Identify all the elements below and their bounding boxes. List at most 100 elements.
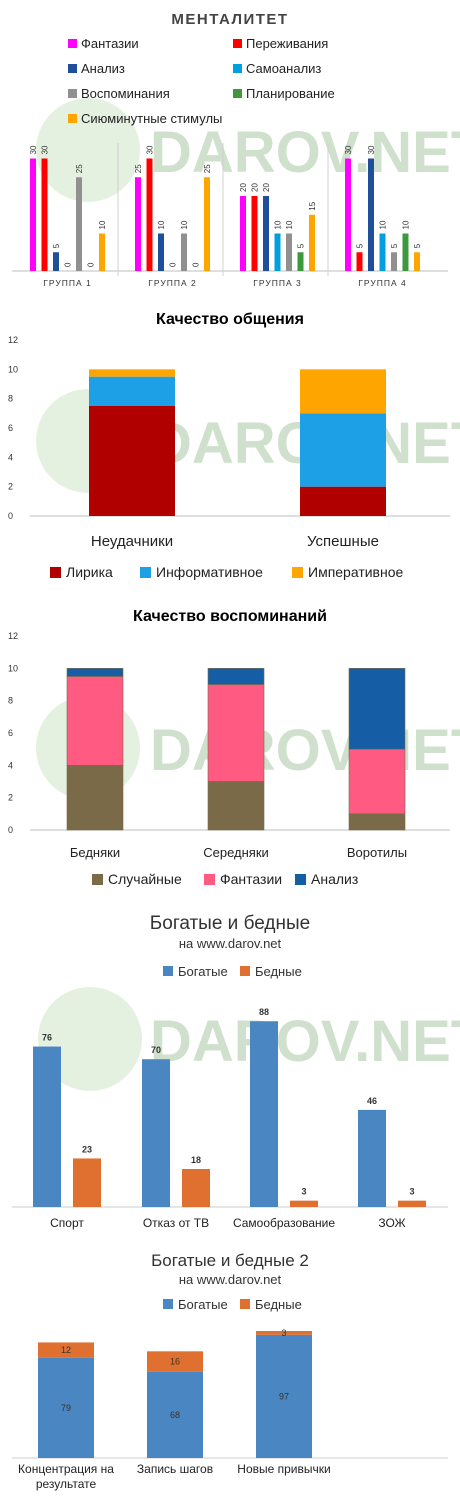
x-tick-label-line: Концентрация на bbox=[18, 1462, 114, 1476]
bar-segment bbox=[207, 668, 265, 685]
data-label: 88 bbox=[259, 1007, 269, 1017]
chart-title: Богатые и бедные 2 bbox=[151, 1251, 309, 1270]
legend-swatch bbox=[233, 39, 242, 48]
legend-swatch bbox=[50, 567, 61, 578]
bar bbox=[356, 252, 363, 271]
legend-label: Богатые bbox=[178, 1297, 228, 1312]
x-tick-label: Концентрация на результате bbox=[18, 1462, 114, 1491]
data-label: 30 bbox=[29, 145, 38, 154]
x-tick-label: ГРУППА 2 bbox=[148, 278, 196, 288]
bar-segment bbox=[66, 765, 124, 831]
y-tick-label: 12 bbox=[8, 335, 18, 345]
data-label: 10 bbox=[180, 220, 189, 229]
data-label: 0 bbox=[169, 262, 178, 267]
watermark-text: DAROV.NET bbox=[150, 718, 460, 783]
y-tick-label: 0 bbox=[8, 511, 13, 521]
bar-segment bbox=[89, 376, 175, 406]
y-tick-label: 6 bbox=[8, 423, 13, 433]
bar bbox=[204, 177, 210, 271]
bar bbox=[274, 233, 281, 271]
legend-swatch bbox=[240, 1299, 250, 1309]
x-tick-label: Воротилы bbox=[347, 845, 407, 860]
data-label: 25 bbox=[75, 164, 84, 173]
legend-label: Бедные bbox=[255, 964, 302, 979]
x-tick-label: ГРУППА 4 bbox=[358, 278, 406, 288]
y-tick-label: 2 bbox=[8, 793, 13, 803]
data-label: 12 bbox=[61, 1345, 71, 1355]
chart-vospominaniya: DAROV.NET Качество воспоминаний 0 2 4 6 8 10 1… bbox=[8, 608, 460, 887]
watermark-text: DAROV.NET bbox=[150, 1009, 460, 1074]
x-tick-label: ГРУППА 3 bbox=[253, 278, 301, 288]
chart-title: МЕНТАЛИТЕТ bbox=[171, 11, 288, 28]
y-tick-label: 10 bbox=[8, 364, 18, 374]
bar bbox=[76, 177, 82, 271]
bar bbox=[250, 1021, 278, 1207]
data-label: 25 bbox=[134, 164, 143, 173]
data-label: 79 bbox=[61, 1403, 71, 1413]
data-label: 97 bbox=[279, 1391, 289, 1401]
x-tick-label: Новые привычки bbox=[237, 1462, 330, 1476]
data-label: 0 bbox=[64, 262, 73, 267]
data-label: 3 bbox=[409, 1187, 414, 1197]
legend-swatch bbox=[68, 89, 77, 98]
data-label: 5 bbox=[413, 243, 422, 248]
bar-segment bbox=[256, 1334, 312, 1458]
bar bbox=[345, 158, 351, 271]
bar-segment bbox=[300, 369, 386, 414]
data-label: 20 bbox=[239, 183, 248, 192]
bar-segment bbox=[66, 668, 124, 677]
chart-panel-mentalitet: DAROV.NET МЕНТАЛИТЕТ Фантазии Переживания… bbox=[0, 0, 460, 297]
data-label: 10 bbox=[285, 220, 294, 229]
chart-panel-bogatye-2: Богатые и бедные 2 на www.darov.net Бога… bbox=[0, 1238, 460, 1507]
data-label: 3 bbox=[301, 1187, 306, 1197]
chart-panel-obshchenie: DAROV.NET Качество общения 024681012Неуд… bbox=[0, 296, 460, 594]
legend-swatch bbox=[140, 567, 151, 578]
watermark-text: DAROV.NET bbox=[150, 120, 460, 185]
legend-label: Сиюминутные стимулы bbox=[81, 111, 222, 126]
bar bbox=[240, 196, 246, 271]
x-tick-label: ЗОЖ bbox=[378, 1216, 405, 1230]
bar bbox=[158, 233, 164, 271]
legend-label: Самоанализ bbox=[246, 61, 321, 76]
legend-label: Воспоминания bbox=[81, 86, 170, 101]
legend-swatch bbox=[163, 966, 173, 976]
bar bbox=[402, 233, 409, 271]
data-label: 30 bbox=[146, 145, 155, 154]
legend-label: Фантазии bbox=[220, 871, 282, 887]
bar bbox=[142, 1059, 170, 1207]
data-label: 0 bbox=[192, 262, 201, 267]
bar bbox=[368, 158, 374, 271]
bar-segment bbox=[300, 486, 386, 516]
bar-segment bbox=[256, 1331, 312, 1335]
bar bbox=[297, 252, 304, 271]
legend-swatch bbox=[92, 874, 103, 885]
legend-swatch bbox=[240, 966, 250, 976]
data-label: 76 bbox=[42, 1033, 52, 1043]
bar bbox=[379, 233, 386, 271]
bar bbox=[358, 1109, 386, 1207]
bar bbox=[181, 233, 187, 271]
y-tick-label: 8 bbox=[8, 394, 13, 404]
data-label: 15 bbox=[308, 201, 317, 210]
data-label: 20 bbox=[251, 183, 260, 192]
data-label: 23 bbox=[82, 1144, 92, 1154]
bar-segment bbox=[89, 406, 175, 516]
data-label: 10 bbox=[402, 220, 411, 229]
legend-swatch bbox=[68, 114, 77, 123]
legend-label: Фантазии bbox=[81, 36, 139, 51]
chart-bogatye: DAROV.NET Богатые и бедные на www.darov.… bbox=[12, 913, 460, 1230]
legend-swatch bbox=[204, 874, 215, 885]
chart-obshchenie: DAROV.NET Качество общения 024681012Неуд… bbox=[8, 311, 460, 580]
legend-label: Бедные bbox=[255, 1297, 302, 1312]
legend-swatch bbox=[68, 64, 77, 73]
legend-label: Планирование bbox=[246, 86, 335, 101]
data-label: 20 bbox=[262, 183, 271, 192]
x-tick-label: Самообразование bbox=[233, 1216, 335, 1230]
data-label: 30 bbox=[344, 145, 353, 154]
x-tick-label-line: результате bbox=[36, 1477, 97, 1491]
y-tick-label: 6 bbox=[8, 728, 13, 738]
y-tick-label: 0 bbox=[8, 825, 13, 835]
chart-title: Богатые и бедные bbox=[150, 913, 310, 934]
bar-segment bbox=[38, 1357, 94, 1458]
y-tick-label: 12 bbox=[8, 631, 18, 641]
